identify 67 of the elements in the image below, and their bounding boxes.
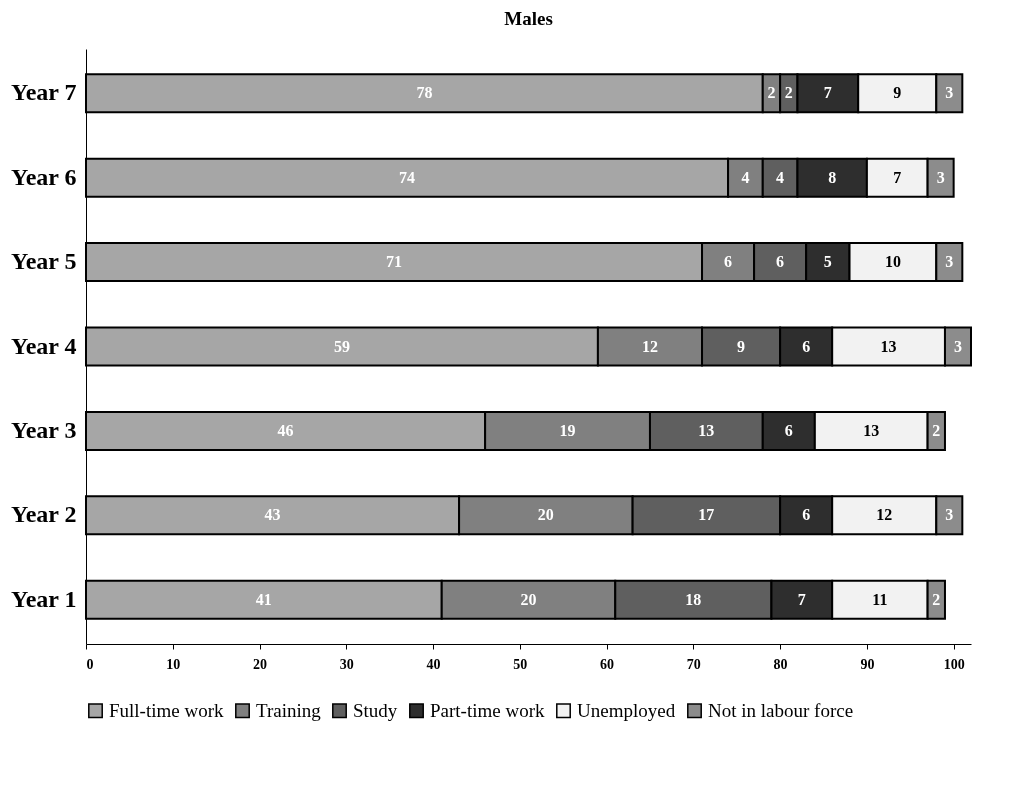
legend-label: Part-time work	[430, 699, 545, 721]
data-label: 6	[784, 421, 793, 439]
data-label: 11	[872, 590, 888, 608]
legend-label: Training	[256, 699, 322, 721]
data-label: 7	[893, 168, 902, 186]
data-label: 20	[537, 506, 554, 524]
x-tick-label: 50	[513, 656, 528, 672]
y-tick-label: Year 4	[10, 332, 77, 359]
data-label: 6	[776, 253, 785, 271]
data-label: 4	[776, 168, 785, 186]
data-label: 2	[932, 421, 941, 439]
data-label: 6	[802, 506, 811, 524]
data-label: 4	[741, 168, 750, 186]
legend-label: Full-time work	[109, 699, 225, 721]
x-tick-label: 40	[426, 656, 441, 672]
data-label: 2	[767, 84, 776, 102]
data-label: 78	[416, 84, 433, 102]
data-label: 13	[698, 421, 715, 439]
data-label: 20	[520, 590, 537, 608]
legend-label: Unemployed	[577, 699, 676, 721]
x-tick-label: 90	[860, 656, 875, 672]
data-label: 3	[945, 506, 954, 524]
data-label: 6	[802, 337, 811, 355]
y-tick-label: Year 1	[10, 585, 77, 612]
data-label: 7	[797, 590, 806, 608]
legend-label: Study	[353, 699, 398, 721]
data-label: 12	[876, 506, 893, 524]
data-label: 7	[823, 84, 832, 102]
data-label: 8	[828, 168, 837, 186]
y-tick-label: Year 7	[10, 79, 77, 106]
data-label: 41	[255, 590, 272, 608]
data-label: 10	[884, 253, 901, 271]
data-label: 3	[936, 168, 945, 186]
data-label: 74	[399, 168, 416, 186]
data-label: 6	[724, 253, 733, 271]
data-label: 59	[333, 337, 350, 355]
y-tick-label: Year 3	[10, 416, 77, 443]
x-tick-label: 60	[600, 656, 615, 672]
x-tick-label: 70	[686, 656, 701, 672]
data-label: 17	[698, 506, 715, 524]
data-label: 9	[893, 84, 902, 102]
x-tick-label: 30	[339, 656, 354, 672]
y-tick-label: Year 2	[10, 501, 77, 528]
data-label: 19	[559, 421, 576, 439]
data-label: 2	[932, 590, 941, 608]
data-label: 46	[277, 421, 294, 439]
y-tick-label: Year 6	[10, 163, 77, 190]
y-tick-label: Year 5	[10, 248, 77, 275]
x-tick-label: 80	[773, 656, 788, 672]
data-label: 13	[880, 337, 897, 355]
x-tick-label: 20	[253, 656, 268, 672]
data-label: 3	[945, 253, 954, 271]
data-label: 5	[823, 253, 832, 271]
data-label: 71	[386, 253, 403, 271]
data-label: 3	[945, 84, 954, 102]
legend-label: Not in labour force	[708, 699, 854, 721]
x-tick-label: 100	[943, 656, 965, 672]
x-tick-label: 10	[166, 656, 181, 672]
chart-title: Males	[504, 8, 553, 29]
data-label: 43	[264, 506, 281, 524]
data-label: 13	[863, 421, 880, 439]
data-label: 9	[737, 337, 746, 355]
data-label: 3	[953, 337, 962, 355]
x-tick-label: 0	[86, 656, 94, 672]
data-label: 18	[685, 590, 702, 608]
data-label: 12	[641, 337, 658, 355]
data-label: 2	[784, 84, 793, 102]
